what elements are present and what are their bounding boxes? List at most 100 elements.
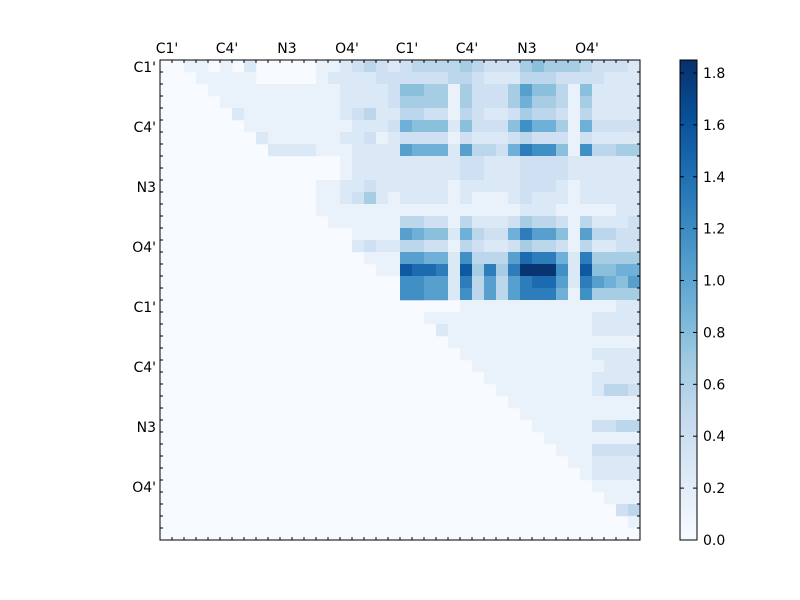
heatmap-cell (388, 120, 401, 133)
heatmap-cell (628, 72, 641, 85)
heatmap-cell (496, 228, 509, 241)
heatmap-cell (340, 72, 353, 85)
heatmap-cell (556, 276, 569, 289)
heatmap-cell (448, 180, 461, 193)
heatmap-cell (496, 156, 509, 169)
heatmap-cell (412, 132, 425, 145)
heatmap-cell (592, 96, 605, 109)
heatmap-cell (376, 264, 389, 277)
x-tick-label: C1' (156, 41, 179, 57)
heatmap-cell (604, 492, 617, 505)
heatmap-cell (400, 192, 413, 205)
heatmap-cell (256, 96, 269, 109)
heatmap-cell (508, 324, 521, 337)
heatmap-cell (256, 120, 269, 133)
heatmap-cell (424, 120, 437, 133)
heatmap-cell (568, 360, 581, 373)
heatmap-cell (508, 348, 521, 361)
heatmap-cell (376, 84, 389, 97)
heatmap-cell (568, 156, 581, 169)
heatmap-cell (484, 192, 497, 205)
heatmap-cell (508, 96, 521, 109)
heatmap-cell (448, 228, 461, 241)
heatmap-cell (544, 420, 557, 433)
heatmap-cell (328, 84, 341, 97)
heatmap-cell (472, 132, 485, 145)
heatmap-cell (628, 348, 641, 361)
heatmap-cell (364, 228, 377, 241)
heatmap-cell (328, 204, 341, 217)
heatmap-cell (364, 192, 377, 205)
heatmap-cell (496, 348, 509, 361)
heatmap-cell (556, 264, 569, 277)
colorbar-tick-label: 0.2 (703, 481, 725, 497)
heatmap-cell (400, 120, 413, 133)
heatmap-cell (604, 288, 617, 301)
heatmap-cell (556, 360, 569, 373)
heatmap-cell (580, 372, 593, 385)
heatmap-cell (484, 228, 497, 241)
heatmap-cell (616, 240, 629, 253)
heatmap-cell (448, 108, 461, 121)
heatmap-cell (556, 312, 569, 325)
y-tick-label: C4' (133, 120, 156, 136)
heatmap-cell (520, 120, 533, 133)
heatmap-cell (592, 432, 605, 445)
heatmap-cell (604, 456, 617, 469)
heatmap-cell (460, 264, 473, 277)
heatmap-cell (256, 132, 269, 145)
heatmap-cell (388, 84, 401, 97)
heatmap-cell (532, 348, 545, 361)
heatmap-cell (388, 96, 401, 109)
heatmap-cell (352, 132, 365, 145)
heatmap-cell (496, 216, 509, 229)
heatmap-cell (604, 468, 617, 481)
heatmap-cell (424, 60, 437, 73)
heatmap-cell (556, 132, 569, 145)
heatmap-cell (340, 132, 353, 145)
heatmap-cell (532, 96, 545, 109)
heatmap-cell (628, 216, 641, 229)
heatmap-cell (508, 120, 521, 133)
heatmap-cell (568, 108, 581, 121)
heatmap-cell (448, 132, 461, 145)
heatmap-cell (460, 204, 473, 217)
heatmap-cell (388, 240, 401, 253)
heatmap-cell (328, 144, 341, 157)
heatmap-cell (544, 360, 557, 373)
colorbar-tick-label: 0.4 (703, 429, 725, 445)
heatmap-cell (388, 216, 401, 229)
heatmap-cell (484, 168, 497, 181)
heatmap-cell (328, 180, 341, 193)
heatmap-cell (472, 180, 485, 193)
heatmap-cell (604, 444, 617, 457)
heatmap-cell (460, 312, 473, 325)
heatmap-cell (508, 336, 521, 349)
heatmap-cell (568, 60, 581, 73)
heatmap-cell (424, 240, 437, 253)
colorbar-tick-label: 0.0 (703, 533, 725, 549)
heatmap-cell (580, 264, 593, 277)
heatmap-cell (460, 288, 473, 301)
heatmap-cell (424, 228, 437, 241)
heatmap-cell (520, 240, 533, 253)
heatmap-cell (484, 276, 497, 289)
x-tick-labels: C1' C4' N3 O4' C1' C4' N3 O4' (156, 41, 599, 57)
heatmap-cell (604, 108, 617, 121)
heatmap-cell (484, 156, 497, 169)
heatmap-cell (424, 264, 437, 277)
heatmap-cell (580, 96, 593, 109)
heatmap-cell (628, 456, 641, 469)
heatmap-cell (532, 288, 545, 301)
heatmap-cell (568, 96, 581, 109)
heatmap-cell (544, 408, 557, 421)
heatmap-cell (616, 108, 629, 121)
heatmap-cell (628, 204, 641, 217)
heatmap-cell (400, 216, 413, 229)
heatmap-cell (412, 96, 425, 109)
heatmap-cell (376, 132, 389, 145)
heatmap-cell (400, 144, 413, 157)
heatmap-cell (472, 276, 485, 289)
heatmap-cell (436, 144, 449, 157)
heatmap-cell (340, 96, 353, 109)
